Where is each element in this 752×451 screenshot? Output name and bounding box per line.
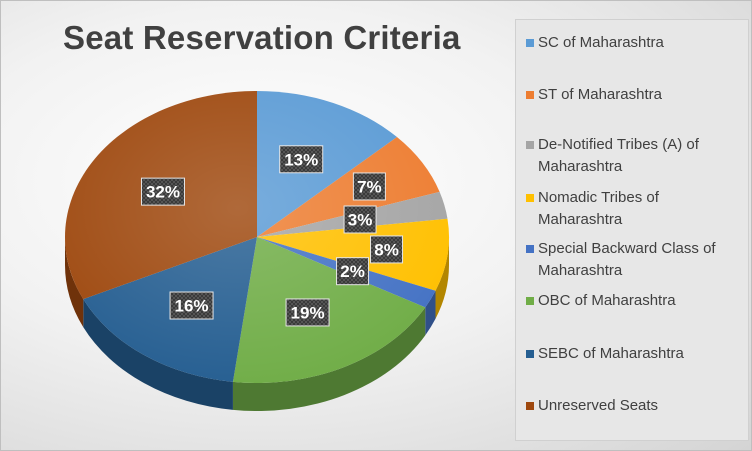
data-label-text-7: 32%: [146, 183, 180, 202]
pie-slice-side-5: [232, 307, 426, 411]
legend-swatch: [526, 402, 534, 410]
data-label-text-1: 7%: [357, 177, 382, 196]
legend-label: OBC of Maharashtra: [538, 292, 676, 309]
chart-title: Seat Reservation Criteria: [63, 19, 461, 56]
legend-swatch: [526, 141, 534, 149]
data-label-2: 3%: [343, 205, 377, 234]
legend-label: ST of Maharashtra: [538, 86, 662, 103]
legend-item: SEBC of Maharashtra: [526, 343, 741, 365]
legend-item: De-Notified Tribes (A) of Maharashtra: [526, 134, 741, 178]
legend-swatch: [526, 297, 534, 305]
legend-item: Special Backward Class of Maharashtra: [526, 238, 741, 282]
data-label-text-5: 19%: [291, 303, 325, 322]
data-label-text-6: 16%: [175, 297, 209, 316]
pie-slice-side-4: [425, 290, 436, 336]
data-label-1: 7%: [352, 172, 386, 201]
pie-slice-side-7: [65, 237, 84, 328]
legend-item: ST of Maharashtra: [526, 84, 741, 106]
legend-swatch: [526, 39, 534, 47]
legend-item: SC of Maharashtra: [526, 32, 741, 54]
legend-label: Unreserved Seats: [538, 397, 659, 414]
pie-slice-side-6: [83, 299, 233, 410]
data-label-text-2: 3%: [348, 210, 373, 229]
legend-label: Special Backward Class of Maharashtra: [538, 240, 716, 279]
legend-label: SEBC of Maharashtra: [538, 345, 684, 362]
data-label-text-3: 8%: [374, 240, 399, 259]
data-label-3: 8%: [370, 235, 404, 264]
data-label-5: 19%: [285, 298, 330, 327]
legend-item: OBC of Maharashtra: [526, 290, 741, 312]
legend-item: Unreserved Seats: [526, 395, 741, 417]
pie-highlight: [65, 91, 449, 383]
legend-swatch: [526, 91, 534, 99]
legend-label: De-Notified Tribes (A) of Maharashtra: [538, 136, 699, 175]
legend-label: Nomadic Tribes of Maharashtra: [538, 189, 659, 228]
data-label-6: 16%: [169, 291, 214, 320]
legend-swatch: [526, 245, 534, 253]
pie-slice-side-3: [435, 237, 449, 319]
legend-label: SC of Maharashtra: [538, 34, 664, 51]
data-label-text-0: 13%: [284, 150, 318, 169]
pie-chart: 13% 7% 3%8% 2% 19% 16% 32%: [64, 91, 450, 411]
data-label-0: 13%: [279, 145, 324, 174]
data-label-7: 32%: [140, 177, 185, 206]
chart-legend: SC of Maharashtra ST of Maharashtra De-Not…: [515, 19, 749, 441]
data-label-text-4: 2%: [340, 262, 365, 281]
legend-swatch: [526, 350, 534, 358]
legend-item: Nomadic Tribes of Maharashtra: [526, 187, 741, 231]
data-label-4: 2%: [336, 257, 370, 286]
legend-swatch: [526, 194, 534, 202]
